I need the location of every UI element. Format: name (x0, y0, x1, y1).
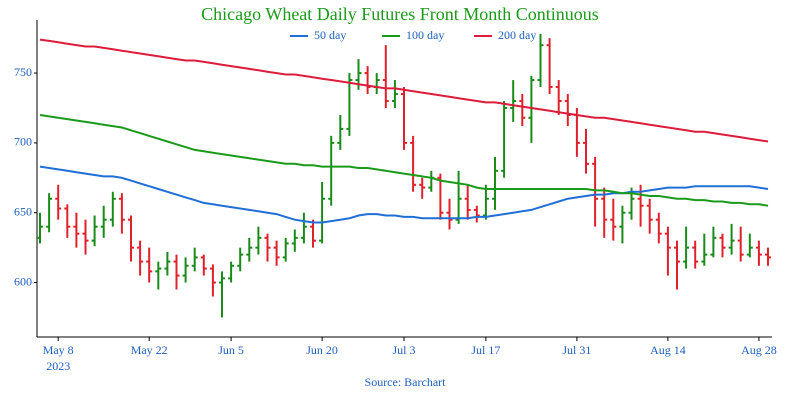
moving-average-line (39, 114, 769, 207)
x-tick-label: Jul 3 (392, 343, 415, 357)
legend-label: 100 day (406, 28, 444, 42)
y-tick-label: 600 (14, 274, 32, 288)
legend-label: 200 day (498, 28, 536, 42)
x-year-label: 2023 (46, 359, 70, 373)
x-tick-label: Jul 31 (562, 343, 591, 357)
x-tick-label: Jun 5 (218, 343, 244, 357)
legend-label: 50 day (314, 28, 346, 42)
moving-average-line (39, 38, 769, 143)
x-tick-label: Jun 20 (306, 343, 338, 357)
x-tick-label: Jul 17 (471, 343, 500, 357)
x-tick-label: May 22 (131, 343, 168, 357)
y-tick-label: 750 (14, 65, 32, 79)
x-tick-label: Aug 14 (650, 343, 686, 357)
x-tick-label: Aug 28 (741, 343, 777, 357)
x-tick-label: May 8 (43, 343, 74, 357)
chart-title: Chicago Wheat Daily Futures Front Month … (201, 4, 599, 24)
y-tick-label: 650 (14, 204, 32, 218)
y-tick-label: 700 (14, 135, 32, 149)
moving-average-line (39, 165, 769, 224)
source-note: Source: Barchart (365, 375, 447, 389)
